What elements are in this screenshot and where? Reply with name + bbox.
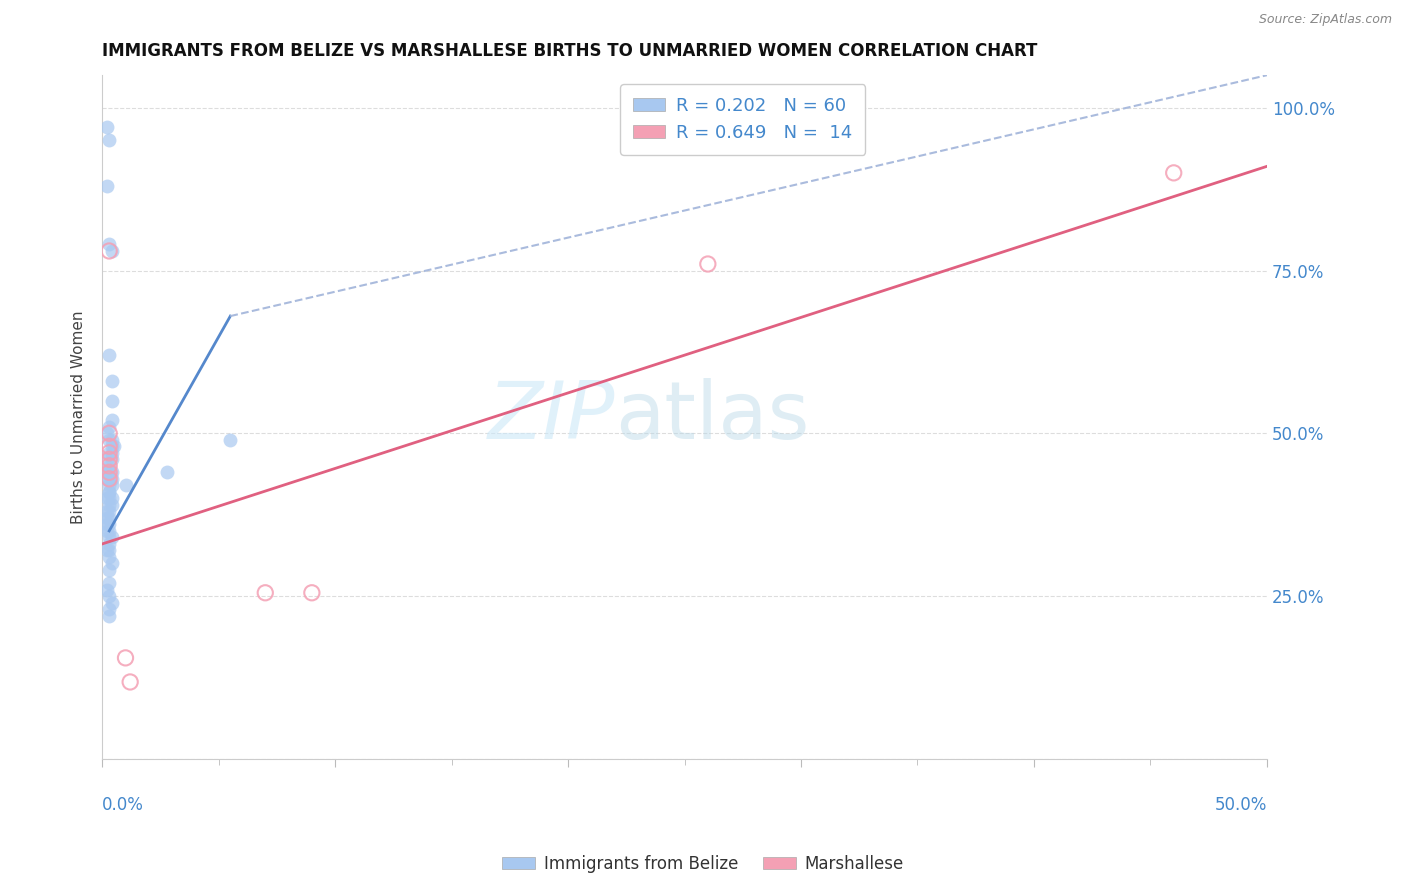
Point [98,419,121,434]
Point [98,543,121,558]
Point [98,484,121,499]
Point [98,484,121,499]
Point [100,244,122,258]
Point [100,531,122,545]
Point [98,472,121,486]
Point [98,244,121,258]
Point [100,393,122,408]
Point [98,478,121,492]
Y-axis label: Births to Unmarried Women: Births to Unmarried Women [72,310,86,524]
Point [100,498,122,512]
Point [114,651,136,665]
Text: Source: ZipAtlas.com: Source: ZipAtlas.com [1258,13,1392,27]
Point [98,576,121,591]
Text: 50.0%: 50.0% [1215,797,1267,814]
Point [98,517,121,532]
Point [98,491,121,506]
Point [98,549,121,564]
Point [98,133,121,147]
Point [100,466,122,480]
Point [100,478,122,492]
Legend: R = 0.202   N = 60, R = 0.649   N =  14: R = 0.202 N = 60, R = 0.649 N = 14 [620,84,865,154]
Point [120,675,142,690]
Point [100,557,122,571]
Point [96,504,118,518]
Point [100,413,122,427]
Point [254,586,277,600]
Point [98,563,121,577]
Point [100,374,122,388]
Point [96,517,118,532]
Point [98,458,121,473]
Point [96,452,118,467]
Point [98,589,121,603]
Point [96,582,118,597]
Point [100,439,122,453]
Point [98,458,121,473]
Point [98,433,121,447]
Point [100,433,122,447]
Point [96,524,118,538]
Point [98,466,121,480]
Point [156,466,179,480]
Point [100,491,122,506]
Point [98,452,121,467]
Point [696,257,718,271]
Point [301,586,323,600]
Text: IMMIGRANTS FROM BELIZE VS MARSHALLESE BIRTHS TO UNMARRIED WOMEN CORRELATION CHAR: IMMIGRANTS FROM BELIZE VS MARSHALLESE BI… [103,42,1038,60]
Point [96,426,118,441]
Legend: Immigrants from Belize, Marshallese: Immigrants from Belize, Marshallese [495,848,911,880]
Point [98,348,121,362]
Point [96,511,118,525]
Point [98,608,121,623]
Point [98,602,121,616]
Point [96,472,118,486]
Point [114,478,136,492]
Point [98,511,121,525]
Point [100,452,122,467]
Point [100,446,122,460]
Text: ZIP: ZIP [488,378,614,456]
Point [100,472,122,486]
Point [100,595,122,609]
Point [98,446,121,460]
Point [96,543,118,558]
Point [96,491,118,506]
Point [96,466,118,480]
Point [96,178,118,193]
Point [98,439,121,453]
Point [98,537,121,551]
Point [98,237,121,252]
Point [98,531,121,545]
Point [98,446,121,460]
Point [98,466,121,480]
Point [96,120,118,135]
Point [103,439,125,453]
Text: atlas: atlas [614,378,808,456]
Point [1163,166,1185,180]
Point [98,524,121,538]
Point [98,472,121,486]
Point [98,504,121,518]
Text: 0.0%: 0.0% [103,797,143,814]
Point [98,426,121,441]
Point [98,498,121,512]
Point [219,433,242,447]
